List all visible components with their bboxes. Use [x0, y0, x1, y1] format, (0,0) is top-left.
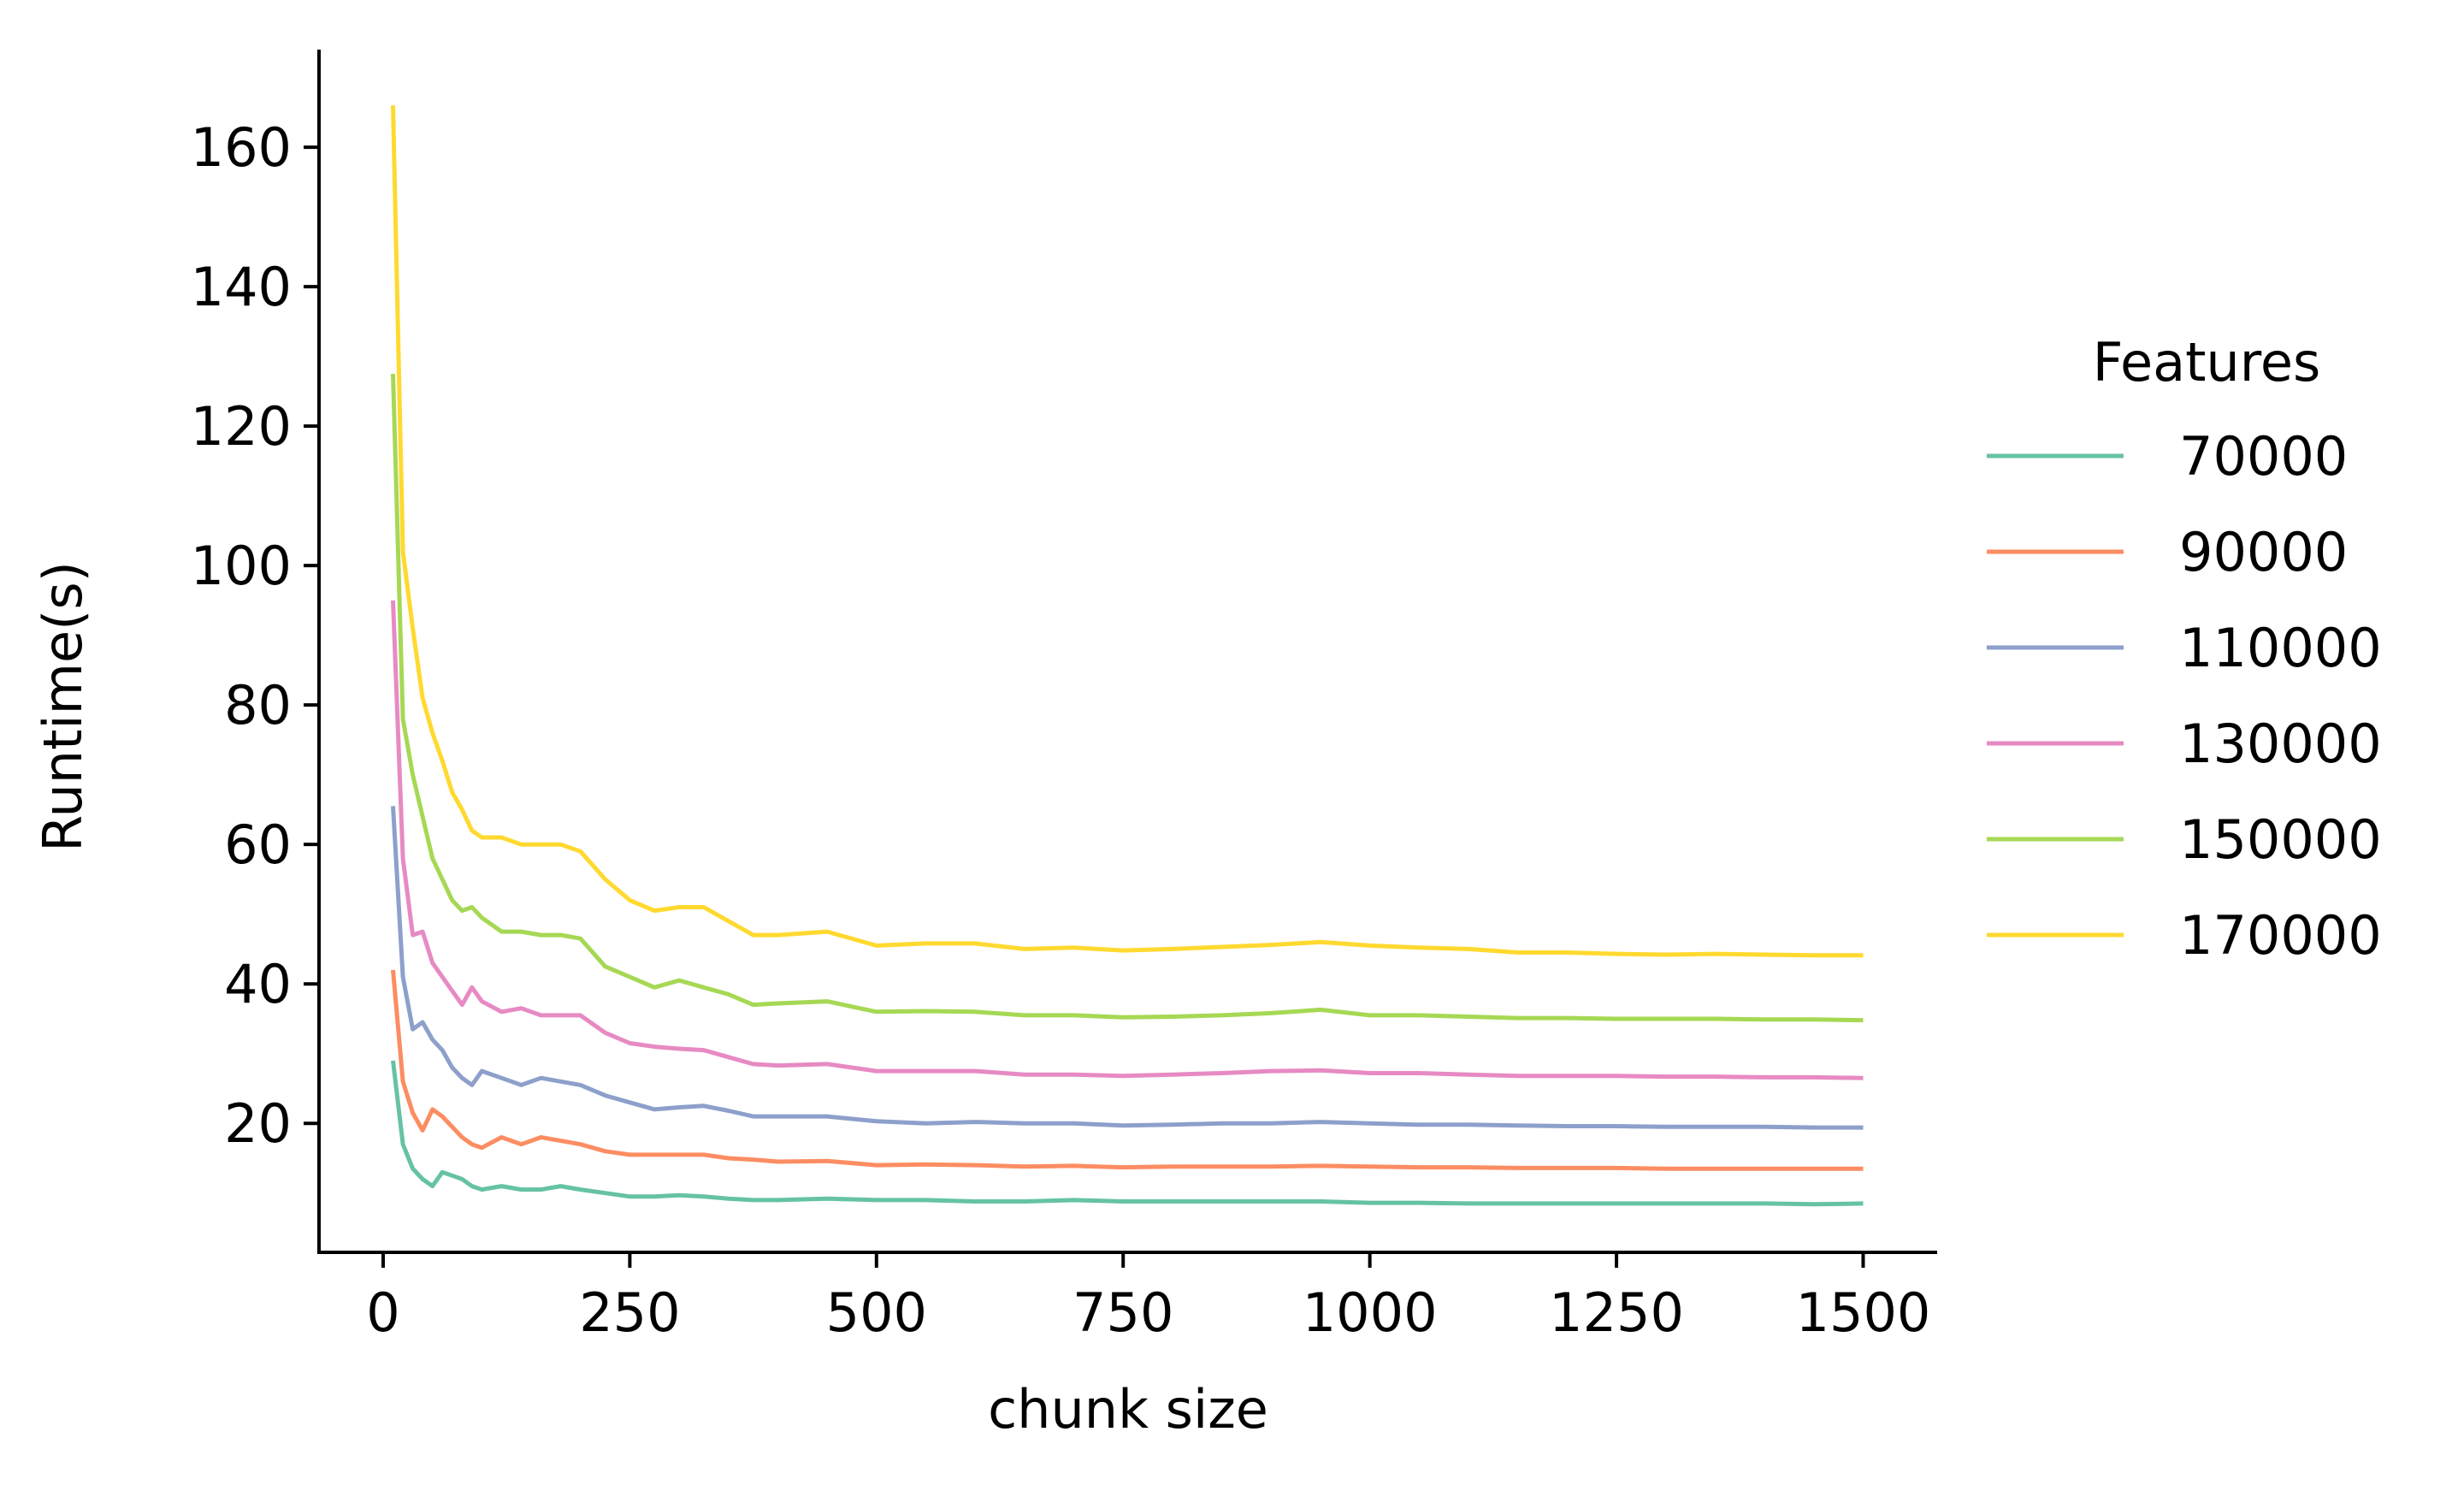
y-tick-label: 60 — [224, 814, 292, 876]
legend-title: Features — [2093, 331, 2321, 393]
y-ticks: 20 40 60 80 100 120 140 160 — [191, 116, 319, 1155]
x-axis-title: chunk size — [988, 1378, 1268, 1441]
x-tick-label: 750 — [1072, 1281, 1173, 1344]
legend-label: 90000 — [2179, 521, 2348, 583]
x-tick-label: 500 — [826, 1281, 927, 1344]
y-tick-label: 160 — [191, 116, 292, 179]
x-tick-label: 250 — [579, 1281, 680, 1344]
series-layer — [391, 105, 1864, 1207]
series-line-90000 — [391, 969, 1864, 1171]
y-tick-label: 140 — [191, 256, 292, 318]
x-ticks: 0 250 500 750 1000 1250 1500 — [366, 1252, 1930, 1344]
legend: Features 70000 90000 110000 130000 150000 170… — [1987, 331, 2382, 967]
legend-label: 70000 — [2179, 425, 2348, 488]
series-line-110000 — [391, 806, 1864, 1130]
legend-label: 110000 — [2179, 617, 2382, 679]
y-tick-label: 80 — [224, 674, 292, 737]
x-tick-label: 0 — [366, 1281, 399, 1344]
y-tick-label: 120 — [191, 395, 292, 458]
x-tick-label: 1500 — [1796, 1281, 1931, 1344]
legend-items: 70000 90000 110000 130000 150000 170000 — [1987, 425, 2382, 967]
y-axis-title: Runtime(s) — [32, 561, 94, 852]
series-line-130000 — [391, 600, 1864, 1080]
series-line-70000 — [391, 1060, 1864, 1207]
legend-label: 170000 — [2179, 904, 2382, 967]
series-line-170000 — [391, 105, 1864, 958]
series-line-150000 — [391, 373, 1864, 1023]
y-tick-label: 20 — [224, 1092, 292, 1155]
y-tick-label: 40 — [224, 953, 292, 1015]
legend-label: 150000 — [2179, 808, 2382, 871]
x-tick-label: 1250 — [1549, 1281, 1684, 1344]
axes — [317, 50, 1937, 1254]
y-tick-label: 100 — [191, 535, 292, 597]
legend-label: 130000 — [2179, 713, 2382, 775]
x-tick-label: 1000 — [1303, 1281, 1438, 1344]
